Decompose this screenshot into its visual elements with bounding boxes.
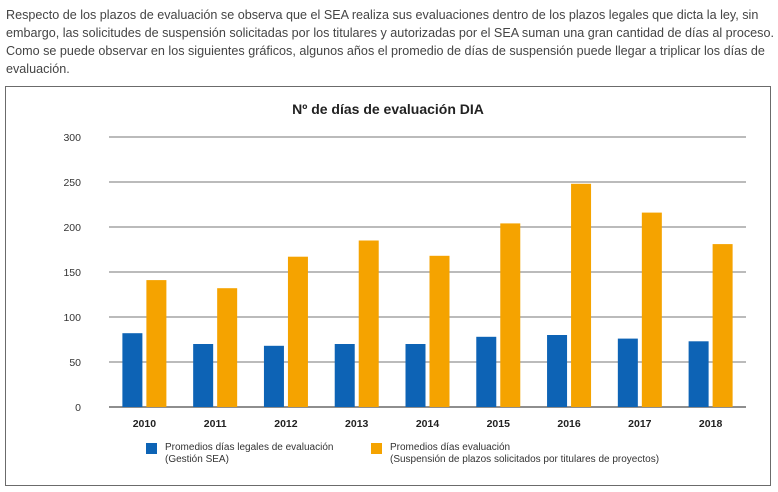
x-tick-label: 2011 xyxy=(204,418,227,430)
legend-item-suspension: Promedios días evaluación (Suspensión de… xyxy=(371,442,659,466)
legend-sublabel-suspension: (Suspensión de plazos solicitados por ti… xyxy=(390,454,660,465)
y-tick-label: 200 xyxy=(63,222,81,234)
legend-swatch-orange xyxy=(371,443,382,454)
legend-text-legal: Promedios días legales de evaluación (Ge… xyxy=(165,442,333,466)
legend-swatch-blue xyxy=(146,443,157,454)
chart-title: Nº de días de evaluación DIA xyxy=(292,101,484,117)
y-tick-label: 250 xyxy=(63,177,81,189)
x-tick-label: 2012 xyxy=(274,418,298,430)
bar xyxy=(358,240,379,407)
x-tick-label: 2013 xyxy=(345,418,369,430)
legend-item-legal: Promedios días legales de evaluación (Ge… xyxy=(146,442,333,466)
chart-container: Nº de días de evaluación DIA 0 50 100 150 20… xyxy=(5,86,771,486)
bar xyxy=(263,345,284,407)
bar xyxy=(429,255,450,407)
y-tick-label: 50 xyxy=(69,357,81,369)
y-tick-label: 150 xyxy=(63,267,81,279)
bar xyxy=(688,341,709,407)
intro-paragraph: Respecto de los plazos de evaluación se … xyxy=(6,8,774,76)
bar xyxy=(712,244,733,407)
y-tick-label: 100 xyxy=(63,312,81,324)
legend-text-suspension: Promedios días evaluación (Suspensión de… xyxy=(390,442,659,466)
x-tick-label: 2017 xyxy=(628,418,652,430)
bar xyxy=(617,338,638,407)
bar xyxy=(193,344,214,407)
legend-label-legal: Promedios días legales de evaluación xyxy=(165,442,334,453)
y-tick-label: 0 xyxy=(75,402,81,414)
bar xyxy=(405,344,426,407)
y-tick-label: 300 xyxy=(63,132,81,144)
bar xyxy=(476,336,497,407)
bar xyxy=(217,288,238,407)
bar xyxy=(287,256,308,407)
x-tick-label: 2010 xyxy=(133,418,157,430)
bar xyxy=(571,183,592,407)
bar xyxy=(641,212,662,407)
bar xyxy=(334,344,355,407)
bar-chart: 0 50 100 150 200 250 300 2010 2011 2012 2013 2014 20… xyxy=(63,132,746,430)
bar xyxy=(146,280,167,407)
legend-sublabel-legal: (Gestión SEA) xyxy=(165,454,229,465)
bar xyxy=(122,333,143,407)
x-tick-label: 2016 xyxy=(557,418,581,430)
x-tick-label: 2015 xyxy=(487,418,511,430)
legend-label-suspension: Promedios días evaluación xyxy=(390,442,511,453)
bar xyxy=(500,223,521,407)
x-tick-label: 2014 xyxy=(416,418,440,430)
x-tick-label: 2018 xyxy=(699,418,723,430)
bar xyxy=(547,335,568,407)
